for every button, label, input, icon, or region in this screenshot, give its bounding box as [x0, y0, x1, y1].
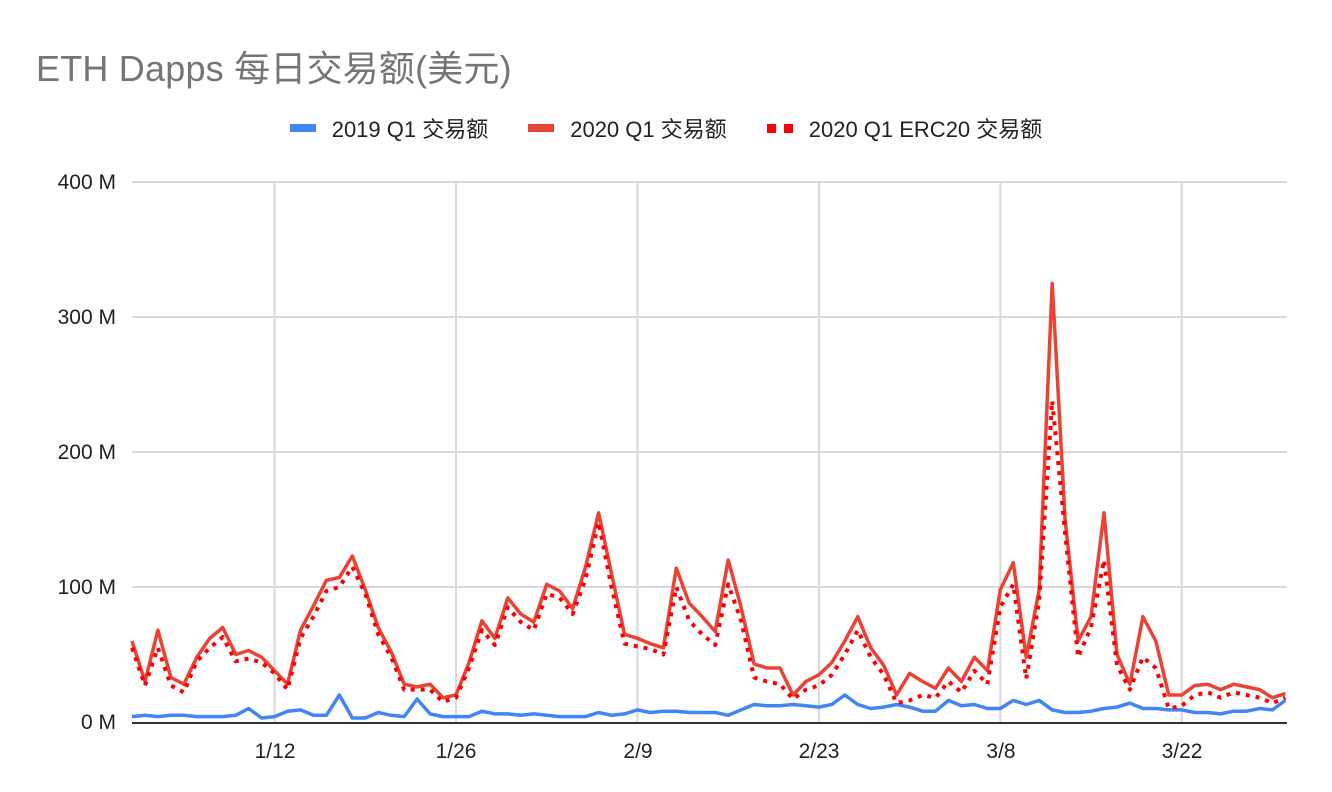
legend-swatch-dotted-red-icon: [766, 123, 793, 133]
series-line-0: [131, 693, 1287, 720]
x-tick-2-9: 2/9: [623, 740, 653, 763]
series-line-2: [130, 398, 1287, 711]
x-tick-3-8: 3/8: [986, 740, 1016, 763]
y-tick-300: 300 M: [57, 306, 116, 329]
legend-item-2020[interactable]: 2020 Q1 交易额: [528, 112, 727, 144]
legend-label: 2019 Q1 交易额: [331, 117, 489, 142]
series-lines: [130, 281, 1287, 720]
x-tick-1-26: 1/26: [435, 740, 477, 763]
legend-label: 2020 Q1 ERC20 交易额: [808, 117, 1043, 142]
x-tick-1-12: 1/12: [254, 740, 296, 763]
legend-swatch-blue-line-icon: [289, 124, 316, 132]
legend-label: 2020 Q1 交易额: [570, 117, 727, 142]
y-tick-100: 100 M: [57, 576, 116, 599]
chart-legend: 2019 Q1 交易额 2020 Q1 交易额 2020 Q1 ERC20 交易…: [0, 112, 1332, 144]
legend-swatch-red-line-icon: [528, 124, 555, 132]
series-line-1: [130, 281, 1286, 700]
y-tick-0: 0 M: [80, 711, 116, 734]
x-tick-2-23: 2/23: [798, 740, 840, 763]
y-tick-400: 400 M: [57, 171, 116, 194]
legend-item-2020-erc20[interactable]: 2020 Q1 ERC20 交易额: [766, 112, 1043, 144]
y-tick-200: 200 M: [57, 441, 116, 464]
x-tick-3-22: 3/22: [1161, 740, 1203, 763]
chart-title: ETH Dapps 每日交易额(美元): [36, 48, 512, 89]
legend-item-2019[interactable]: 2019 Q1 交易额: [289, 112, 489, 144]
